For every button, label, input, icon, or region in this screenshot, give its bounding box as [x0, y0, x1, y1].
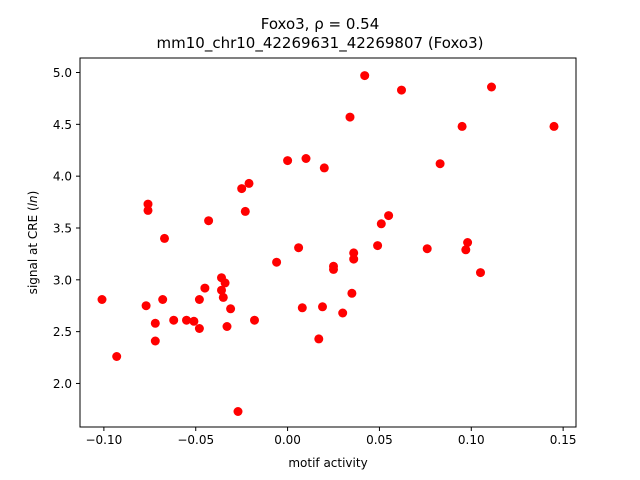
data-points: [97, 71, 559, 416]
plot-frame: [79, 57, 577, 428]
data-point: [549, 121, 559, 131]
y-tick-label: 3.0: [53, 273, 72, 287]
data-point: [373, 241, 383, 251]
data-point: [150, 336, 160, 346]
data-point: [435, 159, 445, 169]
y-axis-label-suffix: ): [26, 191, 40, 196]
data-point: [226, 304, 236, 314]
x-tick-label: 0.10: [458, 433, 485, 447]
data-point: [329, 264, 338, 274]
data-point: [376, 219, 386, 229]
data-point: [240, 206, 250, 216]
data-point: [112, 352, 122, 361]
data-point: [141, 301, 151, 311]
data-point: [360, 71, 370, 81]
y-tick-label: 2.5: [53, 325, 72, 339]
data-point: [194, 324, 204, 333]
chart-title-line2: mm10_chr10_42269631_42269807 (Foxo3): [157, 34, 484, 53]
data-point: [294, 243, 304, 253]
data-point: [349, 254, 359, 264]
data-point: [338, 308, 348, 318]
data-point: [397, 85, 406, 95]
data-point: [283, 156, 293, 166]
y-tick-label: 2.0: [53, 377, 72, 391]
y-axis-label-italic: ln: [26, 195, 40, 206]
data-point: [244, 178, 254, 188]
data-point: [189, 316, 199, 326]
y-axis-label: signal at CRE (ln): [26, 191, 40, 295]
data-point: [169, 315, 179, 325]
y-axis-label-prefix: signal at CRE (: [26, 206, 40, 294]
data-point: [318, 302, 327, 312]
data-point: [217, 285, 226, 295]
y-tick-label: 3.5: [53, 221, 72, 235]
y-tick-label: 4.5: [53, 118, 72, 132]
x-axis-label: motif activity: [288, 456, 367, 470]
data-point: [237, 184, 247, 194]
data-point: [319, 163, 329, 173]
data-point: [347, 288, 357, 298]
data-point: [345, 112, 355, 122]
data-point: [463, 238, 473, 247]
data-point: [487, 82, 496, 92]
x-tick-label: 0.00: [274, 433, 301, 447]
data-point: [272, 257, 282, 267]
x-tick-label: −0.10: [85, 433, 122, 447]
data-point: [218, 292, 228, 302]
data-point: [182, 315, 191, 325]
data-point: [422, 244, 432, 254]
data-point: [194, 295, 204, 304]
data-point: [301, 154, 311, 163]
x-tick-label: 0.05: [366, 433, 393, 447]
x-axis-ticks: −0.10 −0.05 0.00 0.05 0.10 0.15: [85, 427, 577, 447]
y-axis-ticks: 2.0 2.5 3.0 3.5 4.0 4.5 5.0: [53, 66, 80, 391]
data-point: [297, 303, 307, 313]
data-point: [143, 205, 153, 215]
data-point: [222, 322, 232, 331]
data-point: [220, 278, 230, 288]
data-point: [200, 283, 210, 293]
data-point: [158, 295, 168, 304]
data-point: [160, 233, 169, 243]
x-tick-label: −0.05: [177, 433, 214, 447]
data-point: [457, 121, 467, 131]
chart-title-line1: Foxo3, ρ = 0.54: [261, 15, 380, 33]
data-point: [250, 315, 259, 325]
data-point: [461, 245, 471, 255]
data-point: [143, 199, 153, 209]
data-point: [97, 295, 107, 304]
data-point: [384, 211, 394, 221]
data-point: [349, 248, 359, 258]
x-tick-label: 0.15: [550, 433, 577, 447]
data-point: [150, 318, 160, 328]
data-point: [476, 268, 485, 278]
data-point: [233, 407, 243, 416]
data-point: [314, 334, 324, 344]
y-tick-label: 5.0: [53, 66, 72, 80]
data-point: [204, 216, 214, 226]
y-tick-label: 4.0: [53, 170, 72, 184]
